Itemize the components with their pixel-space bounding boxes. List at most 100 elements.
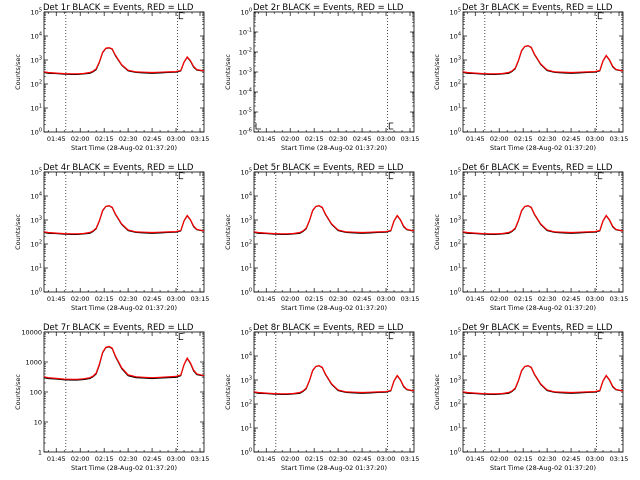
y-tick-label: 101 [241,264,252,273]
panel-title: Det 9r BLACK = Events, RED = LLD [462,323,613,333]
y-tick-label: 10-5 [239,108,252,117]
x-tick-label: 03:15 [191,295,210,303]
y-tick-label: 100 [450,288,461,297]
series-lld-line [462,364,624,395]
y-tick-label: 105 [450,8,461,17]
y-tick-label: 103 [31,216,42,225]
x-tick-label: 01:45 [257,295,276,303]
x-tick-label: 02:15 [305,295,324,303]
x-tick-label: 03:15 [610,455,629,463]
y-tick-label: 100 [241,448,252,457]
y-tick-label: 10-3 [239,68,252,77]
y-tick-label: 100 [450,448,461,457]
x-tick-label: 03:00 [377,455,396,463]
x-tick-label: 02:15 [95,455,114,463]
x-tick-label: 02:45 [143,135,162,143]
x-tick-label: 01:45 [257,455,276,463]
plot-frame [462,331,624,453]
y-tick-label: 103 [450,216,461,225]
x-tick-label: 03:15 [610,295,629,303]
y-tick-label: 105 [450,328,461,337]
x-tick-label: 03:15 [610,135,629,143]
y-tick-label: 10-1 [239,28,252,37]
series-lld-line [253,204,415,235]
y-tick-label: 10-4 [239,88,252,97]
y-tick-label: 105 [450,168,461,177]
y-tick-label: 102 [450,400,461,409]
x-tick-label: 02:15 [305,135,324,143]
x-tick-label: 02:30 [329,295,348,303]
x-tick-label: 02:45 [353,295,372,303]
x-tick-label: 03:00 [377,295,396,303]
bracket-marker [178,12,184,20]
y-tick-label: 103 [31,56,42,65]
x-tick-label: 02:45 [143,295,162,303]
y-tick-label: 100 [241,8,252,17]
x-tick-label: 02:30 [119,455,138,463]
x-tick-label: 02:00 [281,295,300,303]
y-tick-label: 103 [241,376,252,385]
y-tick-label: 103 [450,56,461,65]
panel-det-9: Det 9r BLACK = Events, RED = LLD 01:45 02:… [433,323,628,472]
y-tick-label: 104 [450,192,461,201]
plot-frame [253,11,415,133]
plot-frame [43,11,205,133]
x-tick-label: 03:00 [167,455,186,463]
series-lld-line [43,204,205,235]
y-tick-label: 101 [450,264,461,273]
y-tick-label: 104 [31,192,42,201]
x-tick-label: 02:30 [538,295,557,303]
series-lld-line [462,44,624,75]
y-tick-label: 101 [31,104,42,113]
y-tick-label: 103 [450,376,461,385]
x-tick-label: 02:00 [281,455,300,463]
x-axis-label: Start Time (28-Aug-02 01:37:20) [490,144,596,152]
plot-frame [253,171,415,293]
y-tick-label: 100 [30,389,42,397]
x-tick-label: 02:30 [538,135,557,143]
x-tick-label: 02:15 [514,295,533,303]
y-tick-label: 102 [450,80,461,89]
y-axis-label: Counts/sec [14,374,22,410]
x-tick-label: 02:00 [490,295,509,303]
x-tick-label: 02:30 [329,135,348,143]
x-tick-label: 03:15 [191,135,210,143]
panel-title: Det 4r BLACK = Events, RED = LLD [43,163,194,173]
x-tick-label: 03:00 [586,455,605,463]
bracket-marker [178,172,184,180]
panel-title: Det 7r BLACK = Events, RED = LLD [43,323,194,333]
bracket-marker [388,332,394,340]
x-tick-label: 03:00 [167,135,186,143]
panel-title: Det 8r BLACK = Events, RED = LLD [253,323,404,333]
y-tick-label: 104 [241,352,252,361]
bracket-marker [597,332,603,340]
x-tick-label: 02:30 [329,455,348,463]
y-tick-label: 105 [241,168,252,177]
panel-det-6: Det 6r BLACK = Events, RED = LLD 01:45 02:… [433,163,628,312]
x-tick-label: 03:00 [167,295,186,303]
y-tick-label: 1 [38,449,42,457]
panel-title: Det 1r BLACK = Events, RED = LLD [43,3,194,13]
y-tick-label: 100 [450,128,461,137]
x-tick-label: 01:45 [47,135,66,143]
y-tick-label: 101 [241,424,252,433]
y-tick-label: 102 [241,240,252,249]
x-tick-label: 02:00 [281,135,300,143]
x-axis-label: Start Time (28-Aug-02 01:37:20) [281,464,387,472]
panel-det-2: Det 2r BLACK = Events, RED = LLD 01:45 02:… [224,3,419,152]
panel-det-4: Det 4r BLACK = Events, RED = LLD 01:45 02:… [14,163,209,312]
series-lld-line [462,204,624,235]
panel-det-1: Det 1r BLACK = Events, RED = LLD 01:45 02:… [14,3,209,152]
x-tick-label: 02:30 [538,455,557,463]
x-axis-label: Start Time (28-Aug-02 01:37:20) [71,304,177,312]
x-tick-label: 01:45 [466,295,485,303]
x-tick-label: 02:45 [353,455,372,463]
y-tick-label: 101 [450,104,461,113]
y-tick-label: 104 [450,32,461,41]
y-axis-label: Counts/sec [224,374,232,410]
y-tick-label: 104 [450,352,461,361]
y-tick-label: 10-2 [239,48,252,57]
x-tick-label: 02:45 [562,455,581,463]
x-tick-label: 02:15 [95,135,114,143]
